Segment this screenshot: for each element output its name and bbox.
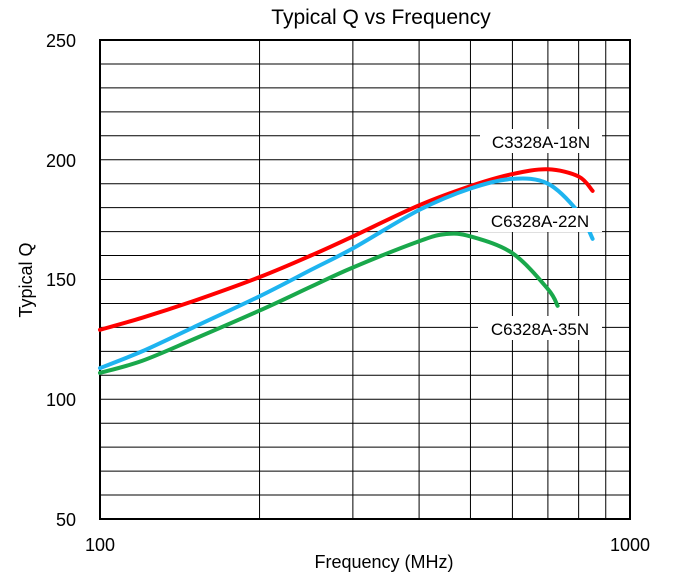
- y-tick-label-250: 250: [46, 31, 76, 51]
- series-label-bg-c6328a-35n: [478, 316, 602, 340]
- series-label-bg-c6328a-22n: [478, 208, 602, 232]
- horizontal-gridlines: [100, 39, 630, 520]
- plot-frame: [99, 39, 631, 520]
- x-tick-label-1000: 1000: [610, 535, 650, 555]
- y-tick-label-150: 150: [46, 270, 76, 290]
- series-line-c6328a-22n: [98, 176, 595, 371]
- x-axis-label: Frequency (MHz): [314, 552, 453, 572]
- y-axis-label: Typical Q: [16, 242, 36, 317]
- series-line-c3328a-18n: [98, 167, 595, 332]
- chart-title: Typical Q vs Frequency: [271, 6, 491, 29]
- x-tick-label-100: 100: [85, 535, 115, 555]
- series-line-c6328a-35n: [98, 231, 560, 375]
- series-label-c6328a-22n: C6328A-22N: [491, 212, 589, 231]
- y-tick-label-200: 200: [46, 151, 76, 171]
- series-label-bg-c3328a-18n: [480, 129, 602, 153]
- series-label-c3328a-18n: C3328A-18N: [492, 133, 590, 152]
- y-tick-label-100: 100: [46, 390, 76, 410]
- series-curves: [98, 167, 595, 375]
- y-tick-label-50: 50: [56, 510, 76, 530]
- series-label-c6328a-35n: C6328A-35N: [491, 320, 589, 339]
